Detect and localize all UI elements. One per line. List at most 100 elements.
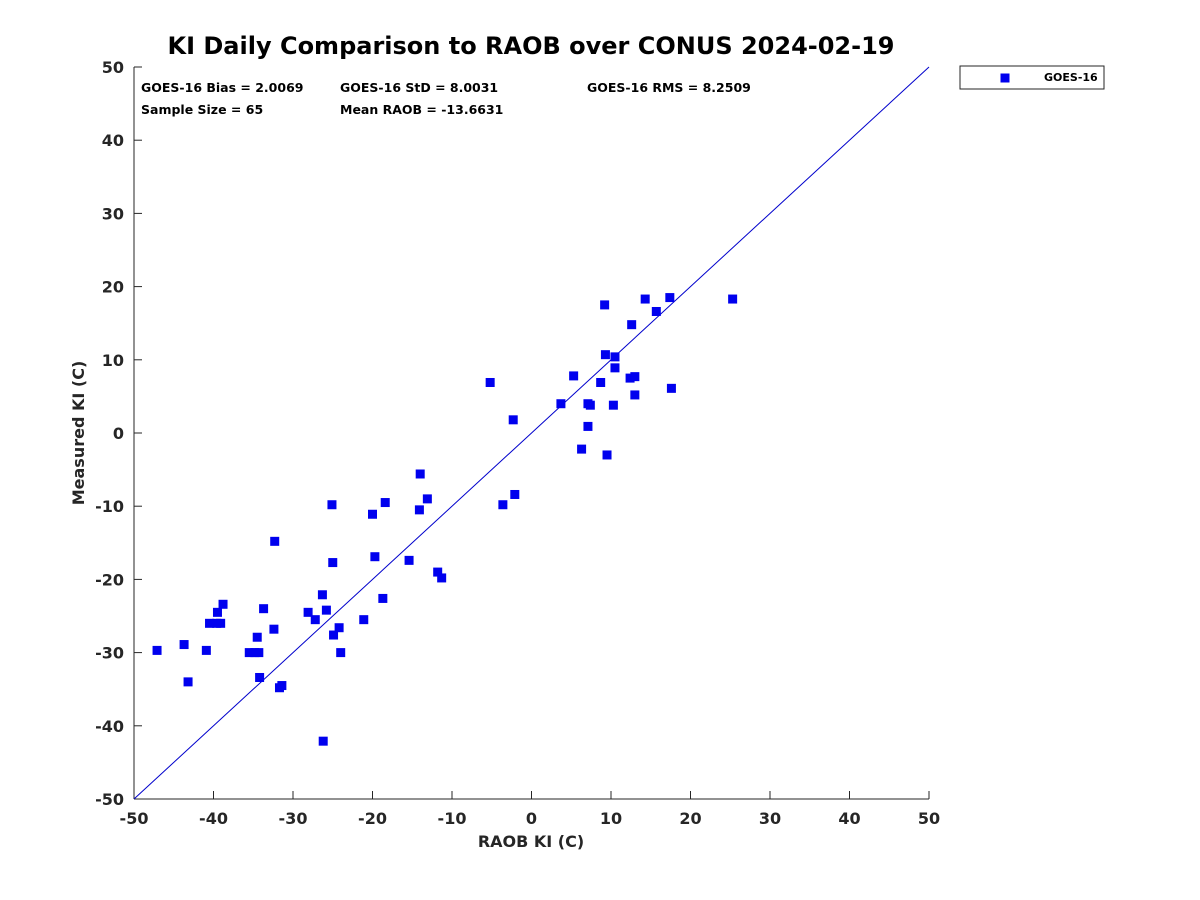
data-point [485, 377, 495, 387]
x-tick-label: 10 [600, 809, 622, 828]
y-tick-label: 20 [102, 278, 124, 297]
data-point [370, 552, 380, 562]
stat-std: GOES-16 StD = 8.0031 [340, 80, 498, 95]
data-point [433, 567, 443, 577]
data-point [630, 390, 640, 400]
data-point [610, 363, 620, 373]
one-to-one-reference-line [133, 66, 930, 800]
data-point [201, 645, 211, 655]
data-point [317, 590, 327, 600]
data-point [508, 415, 518, 425]
data-point [244, 648, 254, 658]
data-point [651, 306, 661, 316]
y-tick-label: 30 [102, 204, 124, 223]
x-tick-label: -30 [279, 809, 308, 828]
data-point [216, 618, 226, 628]
data-point [152, 645, 162, 655]
y-tick-label: -40 [95, 717, 124, 736]
data-point [404, 555, 414, 565]
data-point [630, 372, 640, 382]
x-tick-label: -10 [438, 809, 467, 828]
x-tick-label: -20 [358, 809, 387, 828]
data-point [585, 400, 595, 410]
data-point [359, 615, 369, 625]
data-point [625, 373, 635, 383]
data-point [437, 573, 447, 583]
stat-bias: GOES-16 Bias = 2.0069 [141, 80, 303, 95]
data-point [327, 500, 337, 510]
data-point [415, 469, 425, 479]
data-point [577, 444, 587, 454]
x-axis-label: RAOB KI (C) [478, 832, 584, 851]
data-point [183, 677, 193, 687]
y-axis-label: Measured KI (C) [69, 361, 88, 506]
y-tick-label: -50 [95, 790, 124, 809]
x-tick-label: -50 [120, 809, 149, 828]
data-point [583, 421, 593, 431]
data-point [310, 615, 320, 625]
legend-label-goes16: GOES-16 [1044, 71, 1098, 84]
data-point [378, 593, 388, 603]
data-point [610, 352, 620, 362]
data-point [270, 536, 280, 546]
y-tick-label: -30 [95, 644, 124, 663]
data-point [259, 604, 269, 614]
data-point [596, 377, 606, 387]
data-point [640, 294, 650, 304]
data-point [414, 505, 424, 515]
data-point [600, 350, 610, 360]
data-point [303, 607, 313, 617]
data-point [600, 300, 610, 310]
data-point [569, 371, 579, 381]
data-point [368, 509, 377, 519]
legend-box [959, 65, 1105, 90]
stat-rms: GOES-16 RMS = 8.2509 [587, 80, 751, 95]
data-point [422, 494, 432, 504]
x-tick-label: 30 [759, 809, 781, 828]
chart-title: KI Daily Comparison to RAOB over CONUS 2… [168, 32, 895, 60]
data-point [179, 640, 189, 650]
data-point [318, 736, 328, 746]
y-tick-label: 40 [102, 131, 124, 150]
data-point [510, 489, 520, 499]
y-tick-label: -20 [95, 570, 124, 589]
y-tick-label: 50 [102, 58, 124, 77]
y-axis-ticks: -50 -40 -30 -20 -10 0 10 20 30 40 50 [95, 58, 142, 809]
data-point [602, 450, 612, 460]
x-tick-label: -40 [199, 809, 228, 828]
x-tick-label: 20 [679, 809, 701, 828]
data-point [666, 383, 676, 393]
data-point [321, 605, 331, 615]
data-point [269, 624, 279, 634]
stat-mean-raob: Mean RAOB = -13.6631 [340, 102, 503, 117]
y-tick-label: 10 [102, 351, 124, 370]
data-point [498, 500, 508, 510]
goes16-data-points [152, 293, 738, 746]
data-point [380, 498, 390, 508]
data-point [728, 294, 738, 304]
data-point [252, 632, 262, 642]
legend: GOES-16 [959, 65, 1105, 90]
stat-sample-size: Sample Size = 65 [141, 102, 263, 117]
data-point [665, 293, 675, 303]
data-point [218, 599, 228, 609]
data-point [627, 320, 637, 330]
data-point [329, 630, 339, 640]
data-point [556, 399, 566, 409]
y-tick-label: -10 [95, 497, 124, 516]
data-point [334, 623, 344, 633]
data-point [205, 618, 215, 628]
y-tick-label: 0 [113, 424, 124, 443]
legend-marker [1000, 73, 1010, 83]
data-point [212, 607, 222, 617]
data-point [277, 681, 287, 691]
data-point [255, 672, 265, 682]
data-point [608, 400, 618, 410]
x-tick-label: 50 [918, 809, 940, 828]
x-tick-label: 0 [526, 809, 537, 828]
x-axis-ticks: -50 -40 -30 -20 -10 0 10 20 30 40 50 [120, 791, 940, 828]
data-point [328, 558, 338, 568]
data-point [336, 648, 346, 658]
x-tick-label: 40 [838, 809, 860, 828]
